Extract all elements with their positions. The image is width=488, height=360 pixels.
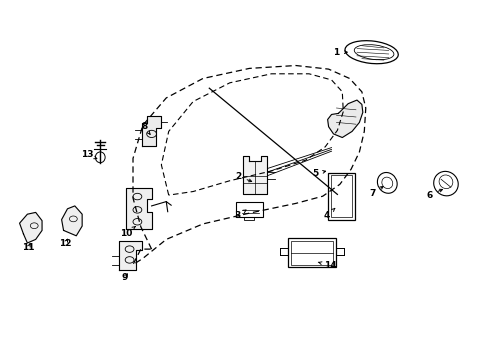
Text: 11: 11 <box>22 243 35 252</box>
Text: 14: 14 <box>318 261 336 270</box>
Polygon shape <box>125 188 151 229</box>
Bar <box>330 175 351 217</box>
Text: 1: 1 <box>333 48 346 57</box>
Bar <box>327 173 354 220</box>
Text: 2: 2 <box>235 172 251 182</box>
Text: 6: 6 <box>426 189 442 199</box>
Polygon shape <box>119 241 142 270</box>
Bar <box>291 241 332 265</box>
Text: 3: 3 <box>234 210 245 220</box>
Bar <box>244 217 254 220</box>
Text: 4: 4 <box>323 208 334 220</box>
Text: 9: 9 <box>121 274 128 282</box>
Polygon shape <box>142 116 161 146</box>
Text: 13: 13 <box>81 150 97 159</box>
Text: 12: 12 <box>59 238 72 248</box>
Bar <box>235 202 263 217</box>
Polygon shape <box>327 100 362 138</box>
Polygon shape <box>20 212 42 243</box>
Text: 8: 8 <box>141 122 150 134</box>
Text: 5: 5 <box>312 169 325 178</box>
Polygon shape <box>243 156 267 194</box>
Text: 10: 10 <box>120 226 135 238</box>
Bar <box>287 238 336 267</box>
Text: 7: 7 <box>368 186 382 198</box>
Polygon shape <box>61 206 82 236</box>
